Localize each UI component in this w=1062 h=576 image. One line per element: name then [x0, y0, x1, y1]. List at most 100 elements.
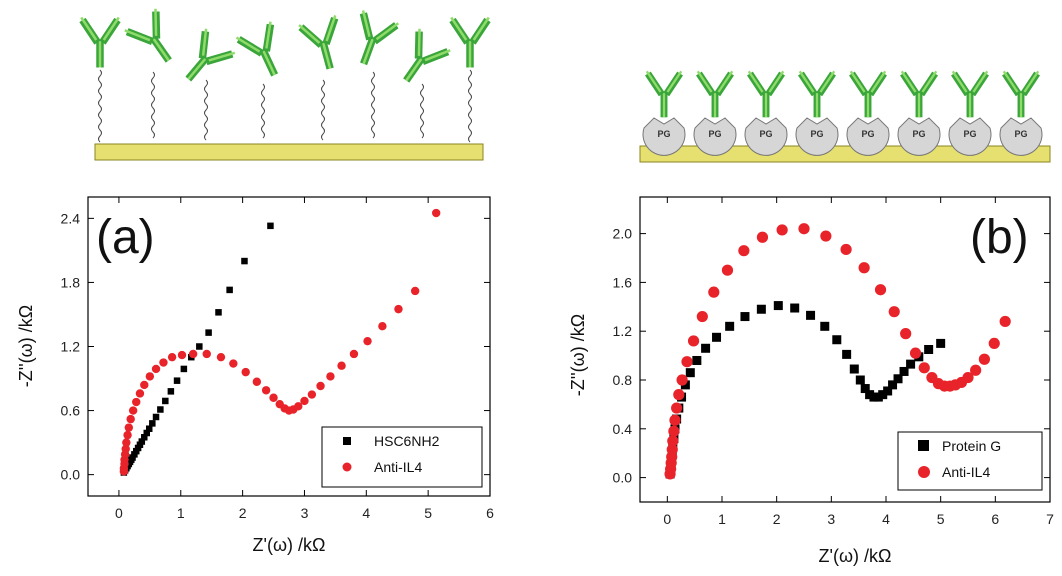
y-tick-label: 0.4	[613, 421, 633, 437]
antibody-icon	[849, 70, 887, 118]
data-point-circle	[132, 397, 141, 407]
data-point-square	[936, 338, 946, 348]
antibody-icon	[900, 70, 938, 118]
linker-chain	[321, 79, 325, 141]
ticks-a: 0 1 2 3 4 5 6 0.0 0.6 1.2 1.8 2.4	[61, 197, 494, 521]
data-point-square	[899, 366, 909, 376]
antibody-icon	[1002, 70, 1040, 118]
data-point-square	[888, 380, 898, 390]
antibody-icon	[79, 16, 121, 68]
y-tick-label: 2.0	[613, 226, 633, 242]
data-point-circle	[671, 402, 683, 414]
panel-label-a: (a)	[96, 211, 155, 264]
data-point-circle	[978, 353, 991, 365]
antibody-icon	[798, 70, 836, 118]
data-point-circle	[820, 230, 832, 242]
gold-surface-right	[639, 145, 1051, 163]
data-point-square	[740, 312, 750, 322]
gold-surface-left	[94, 143, 484, 161]
plot-frame-b	[639, 196, 1051, 503]
data-point-square	[878, 390, 888, 400]
data-point-circle	[666, 443, 678, 456]
data-point-square	[167, 388, 175, 395]
data-point-circle	[307, 390, 317, 399]
data-point-square	[138, 438, 146, 445]
data-point-circle	[363, 336, 372, 346]
data-point-square	[205, 329, 212, 336]
antibody-icon	[747, 70, 785, 118]
data-point-circle	[696, 310, 708, 323]
x-tick-label: 1	[177, 505, 185, 521]
data-point-square	[173, 377, 181, 384]
data-point-circle	[431, 208, 441, 218]
data-point-circle	[909, 347, 922, 359]
ticks-b: 0 1 2 3 4 5 6 7 0.0 0.4 0.8 1.2 1.6 2.0	[613, 197, 1054, 527]
data-point-square	[860, 384, 870, 394]
data-point-square	[685, 368, 695, 378]
data-point-circle	[216, 352, 226, 362]
data-point-square	[842, 349, 852, 359]
data-point-circle	[316, 381, 325, 391]
antibody-icon	[185, 28, 236, 82]
legend-marker-b-0	[918, 440, 929, 451]
data-point-circle	[673, 389, 685, 401]
legend-label-a-0: HSC6NH2	[374, 433, 440, 449]
data-point-circle	[858, 262, 870, 274]
x-tick-label: 6	[486, 505, 494, 521]
chart-panel-b: (b) Z'(ω) /kΩ -Z''(ω) /kΩ 0 1 2 3 4 5 6 7 0.0 0.4…	[568, 196, 1054, 566]
x-tick-label: 5	[937, 511, 945, 527]
data-point-square	[180, 365, 188, 373]
linker-chain	[204, 79, 208, 141]
series-b	[664, 223, 1011, 480]
data-point-square	[756, 304, 766, 314]
data-point-square	[855, 375, 865, 385]
y-tick-label: 2.4	[61, 210, 81, 226]
data-point-circle	[151, 364, 161, 374]
protein-g: PG	[846, 117, 890, 156]
data-point-circle	[269, 393, 278, 402]
data-point-circle	[229, 359, 238, 368]
data-point-circle	[918, 362, 930, 374]
pg-label: PG	[861, 129, 874, 139]
data-point-square	[701, 343, 711, 353]
data-point-square	[924, 345, 934, 354]
x-tick-label: 7	[1046, 511, 1054, 527]
protein-g: PG	[999, 117, 1043, 156]
data-point-circle	[900, 328, 912, 340]
data-point-circle	[669, 414, 681, 426]
data-point-square	[149, 420, 156, 427]
pg-label: PG	[708, 129, 721, 139]
x-tick-label: 6	[991, 511, 999, 527]
x-tick-label: 3	[827, 511, 835, 527]
data-point-square	[152, 413, 160, 421]
data-point-square	[141, 434, 148, 441]
data-point-circle	[135, 389, 145, 398]
protein-g: PG	[948, 117, 992, 156]
data-point-circle	[121, 444, 130, 454]
data-point-square	[241, 257, 248, 265]
linker-chain	[98, 69, 102, 143]
data-point-circle	[188, 349, 198, 359]
data-point-square	[893, 374, 903, 384]
data-point-circle	[300, 396, 309, 406]
data-point-circle	[241, 367, 250, 377]
antibody-icon	[298, 15, 339, 70]
left-illustration	[79, 8, 491, 161]
data-point-circle	[888, 306, 900, 318]
data-point-circle	[123, 430, 132, 440]
antibody-icon	[951, 70, 989, 118]
antibody-icon	[359, 10, 400, 66]
data-point-square	[790, 303, 800, 313]
data-point-circle	[145, 372, 155, 381]
data-point-circle	[668, 425, 680, 437]
y-axis-label-a: -Z''(ω) /kΩ	[16, 305, 36, 387]
data-point-circle	[159, 358, 168, 367]
antibody-icon	[403, 28, 451, 83]
data-point-circle	[140, 380, 149, 390]
legend-label-a-1: Anti-IL4	[374, 459, 422, 475]
data-point-square	[806, 310, 816, 320]
y-tick-label: 1.2	[613, 323, 633, 339]
panel-label-b: (b)	[970, 211, 1029, 264]
data-point-circle	[126, 414, 135, 424]
